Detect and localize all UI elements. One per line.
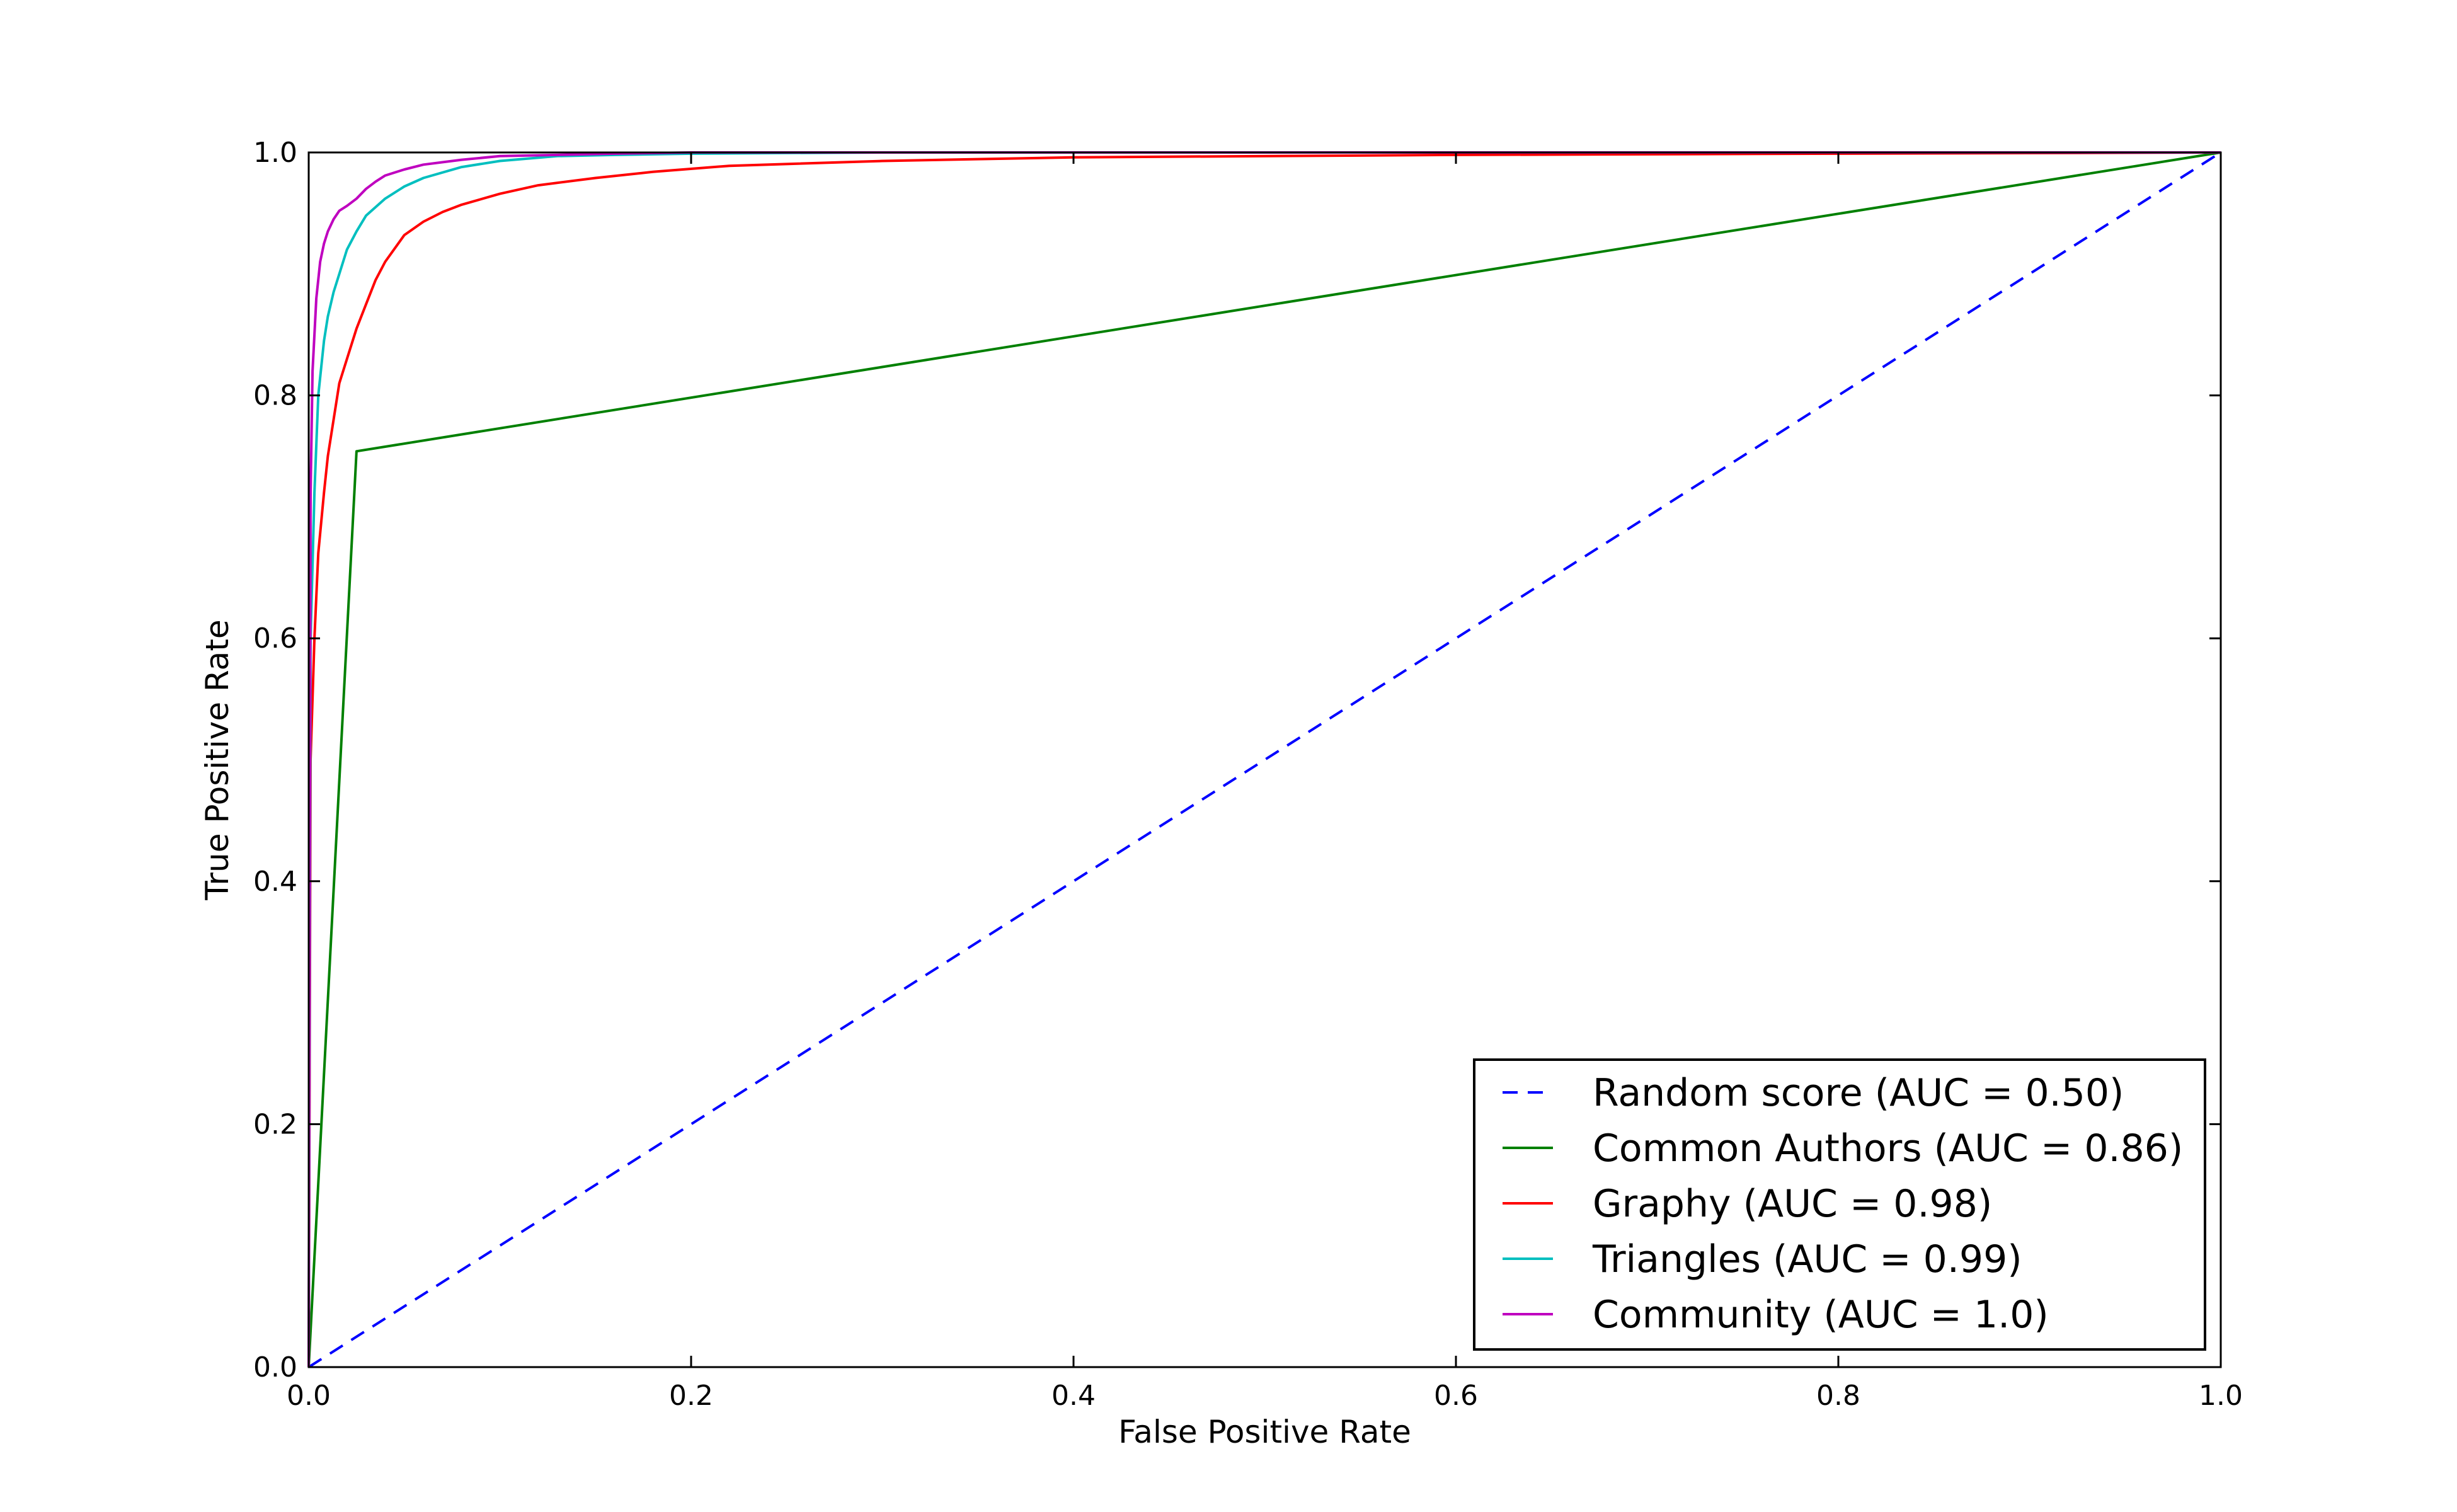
series-line-1 xyxy=(307,151,2221,1368)
legend-label-4: Community (AUC = 1.0) xyxy=(1593,1293,2049,1337)
y-axis-label: True Positive Rate xyxy=(199,619,236,900)
legend-label-2: Graphy (AUC = 0.98) xyxy=(1593,1182,1992,1226)
x-tick-label: 0.6 xyxy=(1434,1380,1478,1412)
y-tick-label: 0.0 xyxy=(253,1351,297,1383)
series-layer xyxy=(307,151,2222,1368)
x-axis-label: False Positive Rate xyxy=(1118,1414,1411,1450)
legend-label-1: Common Authors (AUC = 0.86) xyxy=(1593,1126,2183,1171)
y-tick-label: 0.6 xyxy=(253,622,297,655)
legend-label-0: Random score (AUC = 0.50) xyxy=(1593,1071,2124,1115)
ticks-layer: 0.0 0.2 0.4 0.6 0.8 1.0 0.0 0.2 0.4 0.6 0.8 1.0 xyxy=(253,137,2243,1412)
legend-box xyxy=(1473,1058,2206,1351)
series-line-2 xyxy=(307,151,2221,1368)
plot-frame xyxy=(307,151,2222,1368)
y-tick-label: 0.8 xyxy=(253,380,297,412)
x-tick-label: 0.2 xyxy=(669,1380,713,1412)
x-tick-label: 1.0 xyxy=(2199,1380,2243,1412)
y-tick-label: 1.0 xyxy=(253,137,297,169)
y-tick-label: 0.4 xyxy=(253,866,297,898)
legend-label-3: Triangles (AUC = 0.99) xyxy=(1592,1237,2022,1281)
x-tick-label: 0.8 xyxy=(1816,1380,1860,1412)
y-tick-label: 0.2 xyxy=(253,1108,297,1140)
legend: Random score (AUC = 0.50) Common Authors … xyxy=(1473,1058,2206,1351)
series-line-4 xyxy=(307,151,2221,1368)
x-tick-label: 0.0 xyxy=(287,1380,331,1412)
x-tick-label: 0.4 xyxy=(1051,1380,1096,1412)
